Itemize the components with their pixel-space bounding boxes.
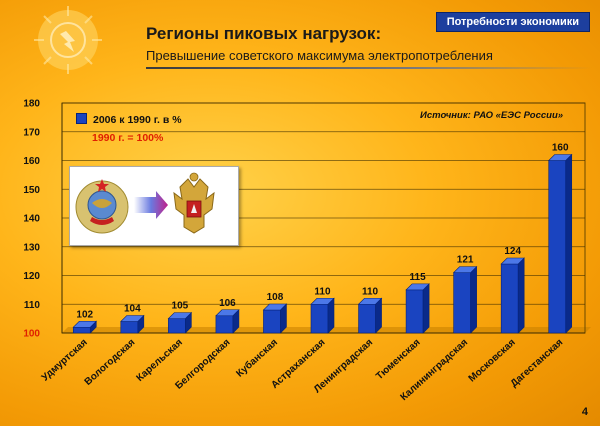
y-tick-label: 170 (23, 127, 40, 138)
legend-swatch (76, 113, 87, 124)
bar-side (422, 283, 430, 334)
x-tick-label: Карельская (134, 337, 185, 384)
bar: 104 (120, 304, 145, 334)
bar-front (453, 272, 471, 334)
bar: 160 (548, 143, 573, 334)
bar-front (310, 303, 329, 334)
data-label: 110 (314, 286, 331, 297)
y-tick-label: 100 (23, 329, 40, 340)
data-label: 108 (267, 292, 284, 303)
bar-top (120, 315, 145, 322)
y-tick-label: 180 (23, 99, 40, 110)
bar-top (215, 309, 240, 317)
data-label: 160 (552, 143, 569, 154)
y-tick-label: 120 (23, 271, 40, 282)
slide-subtitle: Превышение советского максимума электроп… (146, 48, 493, 63)
bar-side (565, 153, 573, 334)
y-tick-label: 140 (23, 214, 40, 225)
ussr-emblem-icon (75, 179, 129, 234)
bar-top (310, 297, 335, 305)
y-tick-label: 160 (23, 156, 40, 167)
bar-front (358, 303, 376, 334)
bar: 102 (72, 309, 97, 334)
y-axis: 100 110 120 130 140 150 160 170 180 (23, 99, 585, 340)
russia-emblem-icon (173, 172, 215, 234)
bar-front (405, 289, 424, 334)
bars: 102 104 105 106 108 110 110 115 121 124 160 (72, 143, 573, 334)
bar-front (500, 263, 519, 334)
bar-top (357, 297, 383, 305)
x-tick-label: Тюменская (374, 337, 423, 382)
bar: 110 (310, 286, 335, 334)
bar-front (168, 318, 186, 334)
x-tick-label: Вологодская (83, 337, 138, 388)
emblems-panel (69, 166, 239, 246)
title-divider (146, 67, 592, 69)
bar-front (120, 321, 139, 334)
data-label: 121 (457, 255, 474, 266)
bar-side (470, 265, 477, 334)
data-label: 110 (362, 286, 379, 297)
bar-side (517, 257, 525, 334)
y-tick-label: 150 (23, 185, 40, 196)
x-tick-label: Московская (467, 337, 518, 385)
bar-top (262, 303, 288, 311)
bar-front (263, 309, 281, 334)
bar-front (548, 160, 567, 334)
data-label: 105 (172, 301, 189, 312)
x-tick-label: Кубанская (234, 336, 280, 379)
bar-top (405, 283, 430, 291)
arrow-icon (134, 191, 168, 219)
bar-top (452, 266, 478, 273)
y-tick-label: 110 (24, 300, 41, 311)
bar-front (72, 326, 91, 334)
section-badge: Потребности экономики (435, 12, 590, 32)
data-label: 102 (76, 309, 93, 320)
data-label: 104 (124, 304, 141, 315)
bar-top (72, 320, 97, 328)
bar-top (548, 154, 573, 161)
y-tick-label: 130 (23, 242, 40, 253)
bar: 124 (500, 246, 525, 334)
data-label: 106 (219, 298, 236, 309)
bar: 121 (452, 255, 478, 334)
company-logo (34, 6, 102, 74)
page-number: 4 (581, 406, 588, 418)
bar: 115 (405, 272, 430, 334)
bar-front (215, 315, 234, 334)
bar: 108 (262, 292, 288, 334)
legend: 2006 к 1990 г. в % (76, 113, 182, 126)
bar: 105 (167, 301, 193, 334)
data-label: 115 (410, 272, 427, 283)
bar: 110 (357, 286, 383, 334)
bar: 106 (215, 298, 240, 334)
slide-title: Регионы пиковых нагрузок: (146, 24, 382, 43)
x-tick-label: Удмуртская (40, 337, 90, 384)
source-note: Источник: РАО «ЕЭС России» (420, 110, 564, 121)
bar-top (500, 257, 525, 265)
data-label: 124 (504, 246, 521, 257)
x-axis: УдмуртскаяВологодскаяКарельскаяБелгородс… (40, 336, 566, 403)
bar-top (167, 312, 193, 319)
legend-label: 2006 к 1990 г. в % (93, 114, 182, 126)
baseline-note: 1990 г. = 100% (92, 132, 164, 144)
